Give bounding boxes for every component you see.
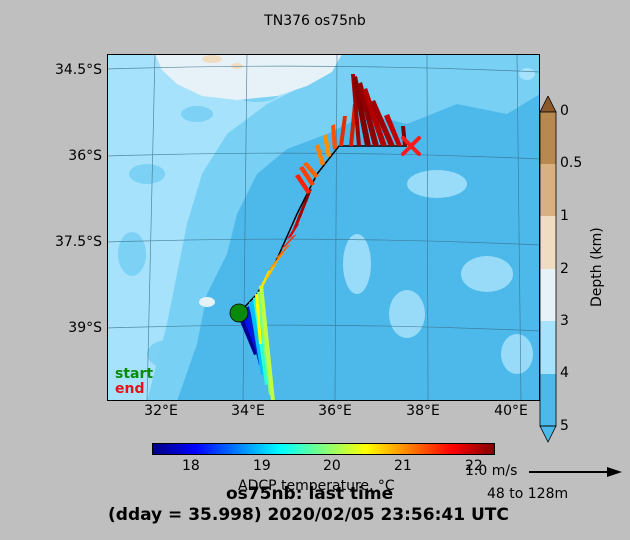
lon-label: 34°E	[231, 403, 265, 419]
land-shelf	[155, 54, 342, 100]
temperature-colorbar	[152, 443, 495, 455]
start-marker	[229, 303, 249, 323]
map-frame	[107, 54, 540, 401]
end-marker	[401, 136, 421, 156]
scale-depth-range: 48 to 128m	[487, 486, 569, 502]
footer-line2: (dday = 35.998) 2020/02/05 23:56:41 UTC	[108, 505, 509, 525]
ocean-shallow	[107, 54, 337, 401]
temp-tick: 19	[253, 458, 271, 474]
temp-axis-label: ADCP temperature, °C	[238, 478, 395, 494]
temp-tick: 22	[465, 458, 483, 474]
lat-label: 36°S	[68, 148, 102, 164]
legend-start: start	[115, 366, 154, 382]
depth-tick: 5	[560, 418, 569, 434]
lon-label: 32°E	[144, 403, 178, 419]
depth-tick: 1	[560, 208, 569, 224]
depth-tick: 4	[560, 365, 569, 381]
temp-tick: 18	[182, 458, 200, 474]
map-panel	[107, 54, 540, 401]
temp-tick: 20	[323, 458, 341, 474]
lon-label: 40°E	[494, 403, 528, 419]
scale-speed-label: 1.0 m/s	[465, 463, 518, 479]
graticule	[107, 54, 540, 401]
lat-label: 34.5°S	[54, 62, 102, 78]
depth-tick: 0	[560, 103, 569, 119]
depth-axis-label: Depth (km)	[589, 227, 605, 307]
current-vectors	[237, 74, 407, 401]
scale-arrow-icon	[529, 467, 622, 477]
depth-tick: 2	[560, 261, 569, 277]
lon-label: 38°E	[406, 403, 440, 419]
lat-label: 37.5°S	[54, 234, 102, 250]
bathymetry-patches-east	[343, 170, 533, 374]
figure-title: TN376 os75nb	[264, 13, 366, 29]
lon-label: 36°E	[318, 403, 352, 419]
depth-tick: 0.5	[560, 155, 583, 171]
temp-tick: 21	[394, 458, 412, 474]
depth-colorbar	[539, 96, 557, 443]
lat-label: 39°S	[68, 320, 102, 336]
footer-line1: os75nb: last time	[226, 484, 394, 504]
legend-end: end	[115, 381, 145, 397]
depth-tick: 3	[560, 313, 569, 329]
